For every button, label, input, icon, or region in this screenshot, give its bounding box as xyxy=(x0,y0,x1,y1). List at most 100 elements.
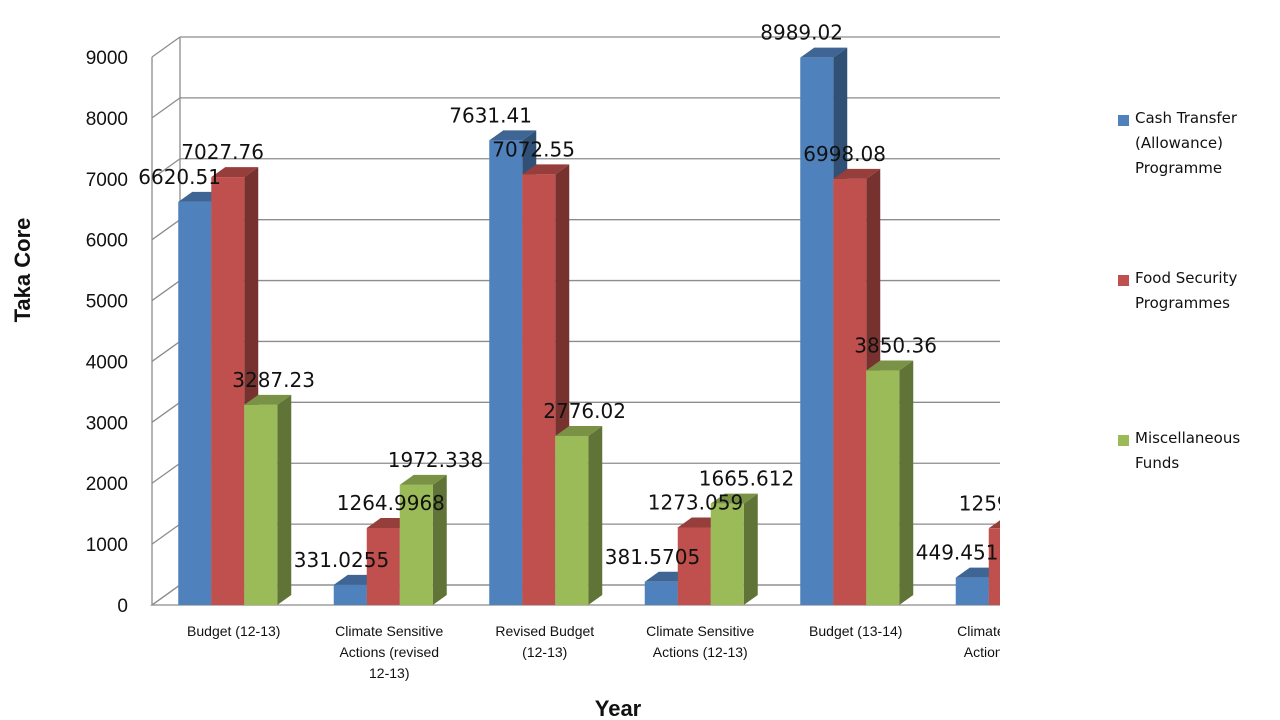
legend-label: Miscellaneous Funds xyxy=(1135,426,1240,476)
bar xyxy=(988,520,1000,605)
bar-front xyxy=(800,57,834,605)
bar-top xyxy=(710,493,758,504)
bar-front xyxy=(522,174,556,605)
bar-front xyxy=(489,140,523,606)
bar-front xyxy=(866,370,900,605)
bar-front xyxy=(244,404,278,605)
gridline-side xyxy=(151,36,181,58)
data-label: 331.0255 xyxy=(294,548,389,572)
bar-front xyxy=(710,503,744,605)
bar-front xyxy=(366,527,400,605)
category-labels: Budget (12-13) Climate Sensitive Actions (… xyxy=(187,623,1000,681)
x-category-label: Climate Sensitive xyxy=(957,623,1000,639)
data-label: 1665.612 xyxy=(699,467,794,491)
bar-chart: 0 1000 2000 3000 4000 5000 6000 7000 8000 9000 66… xyxy=(10,21,1000,720)
chart-frame xyxy=(149,36,1000,606)
gridline-side xyxy=(151,462,181,484)
data-label: 6998.08 xyxy=(803,142,886,166)
bar-front xyxy=(955,577,989,605)
bar-top xyxy=(522,164,570,175)
x-category-label: Actions (revised xyxy=(339,644,439,660)
x-category-label: Budget (12-13) xyxy=(187,623,280,639)
bar xyxy=(555,425,603,605)
gridline-side xyxy=(151,97,181,119)
bar xyxy=(866,360,914,605)
x-category-label: (12-13) xyxy=(522,644,567,660)
bar-front xyxy=(333,584,367,605)
bar-top xyxy=(833,168,881,179)
y-tick-label: 9000 xyxy=(86,48,128,69)
bar-top xyxy=(555,425,603,436)
bar-side xyxy=(588,425,603,605)
legend: Cash Transfer (Allowance) Programme Food Se… xyxy=(1118,0,1278,720)
bar-side xyxy=(743,493,758,605)
data-label: 1259.6544 xyxy=(959,491,1000,515)
data-label: 8989.02 xyxy=(760,21,843,45)
data-label: 1972.338 xyxy=(388,448,483,472)
bar-front xyxy=(644,581,678,605)
x-category-label: Actions (12-13) xyxy=(653,644,748,660)
gridline-side xyxy=(151,158,181,180)
bar-top xyxy=(244,394,292,405)
legend-item: Miscellaneous Funds xyxy=(1118,429,1240,476)
y-tick-label: 1000 xyxy=(86,535,128,556)
gridline-side xyxy=(151,340,181,362)
bar-top xyxy=(988,520,1000,529)
data-label: 6620.51 xyxy=(138,165,221,189)
bar xyxy=(244,394,292,605)
x-category-label: 12-13) xyxy=(369,665,409,681)
data-label: 1273.059 xyxy=(648,490,743,514)
y-tick-label: 8000 xyxy=(86,109,128,130)
bar-top xyxy=(800,47,848,58)
x-category-label: Budget (13-14) xyxy=(809,623,902,639)
data-label: 3850.36 xyxy=(854,334,937,358)
bar-top xyxy=(399,474,447,485)
legend-label: Cash Transfer (Allowance) Programme xyxy=(1135,106,1237,181)
y-tick-label: 4000 xyxy=(86,352,128,373)
x-category-label: Revised Budget xyxy=(495,623,594,639)
legend-label-line: Miscellaneous xyxy=(1135,429,1241,447)
y-tick-label: 0 xyxy=(117,596,128,617)
bar-side xyxy=(432,474,447,605)
bar-top xyxy=(866,360,914,371)
x-category-label: Actions (13-14) xyxy=(964,644,1000,660)
y-tick-label: 7000 xyxy=(86,170,128,191)
bar-front xyxy=(833,178,867,605)
legend-label-line: Programmes xyxy=(1135,294,1230,312)
y-axis-title: Taka Core xyxy=(10,218,35,323)
legend-swatch xyxy=(1118,275,1129,286)
floor xyxy=(149,584,1000,606)
bar-front xyxy=(988,528,1000,605)
legend-label-line: Programme xyxy=(1135,159,1223,177)
x-axis-title: Year xyxy=(595,696,642,720)
chart-bars xyxy=(178,47,1000,606)
bar-front xyxy=(178,201,212,605)
bar-top xyxy=(489,130,537,141)
gridline-side xyxy=(151,523,181,545)
bar-front xyxy=(399,484,433,605)
legend-item: Food Security Programmes xyxy=(1118,269,1237,316)
bar xyxy=(710,493,758,605)
data-label: 3287.23 xyxy=(232,368,315,392)
bar-front xyxy=(555,435,589,605)
data-label: 7027.76 xyxy=(181,140,264,164)
legend-swatch xyxy=(1118,115,1129,126)
legend-label: Food Security Programmes xyxy=(1135,266,1237,316)
bar-side xyxy=(899,360,914,605)
data-label: 2776.02 xyxy=(543,399,626,423)
y-tick-label: 6000 xyxy=(86,231,128,252)
y-axis-ticks: 0 1000 2000 3000 4000 5000 6000 7000 8000 9000 xyxy=(86,48,128,617)
data-label: 449.451 xyxy=(916,541,999,565)
legend-item: Cash Transfer (Allowance) Programme xyxy=(1118,109,1237,181)
gridline-side xyxy=(151,280,181,302)
y-tick-label: 3000 xyxy=(86,413,128,434)
gridline-side xyxy=(151,401,181,423)
bar-front xyxy=(677,527,711,605)
data-label: 1264.9968 xyxy=(337,491,445,515)
y-tick-label: 2000 xyxy=(86,474,128,495)
legend-swatch xyxy=(1118,435,1129,446)
data-label: 7631.41 xyxy=(449,103,532,127)
data-label: 381.5705 xyxy=(605,545,700,569)
x-category-label: Climate Sensitive xyxy=(335,623,443,639)
